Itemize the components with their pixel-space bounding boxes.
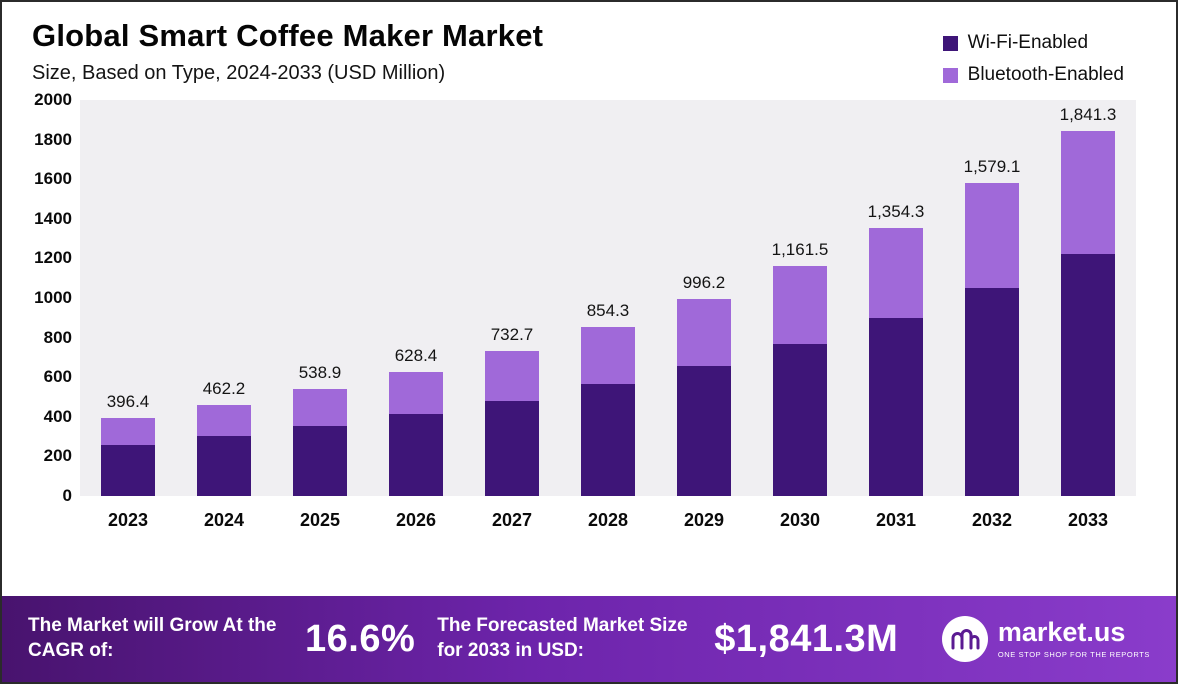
bar-segment-bluetooth <box>293 389 347 426</box>
bar-column-2033: 1,841.3 <box>1040 100 1136 496</box>
brand-text: market.us One Stop Shop For The Reports <box>997 617 1150 660</box>
y-tick-label: 1200 <box>34 248 72 268</box>
bar-total-label: 396.4 <box>106 391 150 411</box>
bar-segment-wifi <box>389 414 443 496</box>
bar-segment-wifi <box>581 384 635 496</box>
y-tick-label: 1800 <box>34 129 72 149</box>
bar-segment-wifi <box>485 400 539 496</box>
bar-segment-bluetooth <box>197 404 251 437</box>
bar-column-2031: 1,354.3 <box>848 100 944 496</box>
bar-column-2032: 1,579.1 <box>944 100 1040 496</box>
legend-label-wifi: Wi-Fi-Enabled <box>967 32 1089 53</box>
y-axis: 0 200 400 600 800 1000 1200 1400 1600 1800 2000 <box>16 90 80 505</box>
brand-name: market.us <box>997 617 1126 647</box>
plot-area: 396.4 462.2 538.9 628.4 732.7 854.3 996.2 1,161… <box>80 100 1136 496</box>
bar-column-2030: 1,161.5 <box>752 100 848 496</box>
bar-segment-bluetooth <box>389 371 443 415</box>
legend-swatch-wifi-icon <box>942 35 958 51</box>
bar-segment-wifi <box>101 444 155 496</box>
legend-item-bluetooth: Bluetooth-Enabled <box>942 64 1124 86</box>
x-tick-label: 2028 <box>587 510 629 530</box>
bar-total-label: 1,579.1 <box>963 157 1021 177</box>
bar-total-label: 854.3 <box>586 300 630 320</box>
x-tick-label: 2032 <box>971 510 1013 530</box>
x-tick-label: 2030 <box>779 510 821 530</box>
bar-column-2026: 628.4 <box>368 100 464 496</box>
x-tick-label: 2024 <box>203 510 245 530</box>
y-tick-label: 200 <box>43 446 72 466</box>
header: Global Smart Coffee Maker Market Size, B… <box>2 2 1176 96</box>
cagr-label: The Market will Grow At the CAGR of: <box>28 615 277 661</box>
x-axis: 2023 2024 2025 2026 2027 2028 2029 2030 2031 2032… <box>80 510 1136 531</box>
bar-column-2025: 538.9 <box>272 100 368 496</box>
bar-total-label: 1,354.3 <box>867 201 925 221</box>
x-tick-label: 2029 <box>683 510 725 530</box>
y-tick-label: 800 <box>43 327 72 347</box>
bar-total-label: 1,841.3 <box>1059 105 1117 125</box>
brand-logo: market.us One Stop Shop For The Reports <box>941 616 1150 662</box>
cagr-value: 16.6% <box>305 617 416 660</box>
bar-segment-wifi <box>773 343 827 496</box>
bar-segment-bluetooth <box>869 227 923 319</box>
bar-segment-bluetooth <box>773 266 827 344</box>
title-block: Global Smart Coffee Maker Market Size, B… <box>32 18 543 85</box>
bar-column-2023: 396.4 <box>80 100 176 496</box>
bar-total-label: 462.2 <box>202 378 246 398</box>
bar-segment-bluetooth <box>965 183 1019 289</box>
chart: 0 200 400 600 800 1000 1200 1400 1600 1800 2000 39… <box>2 90 1176 505</box>
waveform-icon <box>951 629 980 650</box>
y-tick-label: 1400 <box>34 208 72 228</box>
forecast-label: The Forecasted Market Size for 2033 in U… <box>437 615 688 661</box>
bar-segment-wifi <box>677 365 731 496</box>
y-tick-label: 600 <box>43 367 72 387</box>
brand-tagline: One Stop Shop For The Reports <box>997 650 1150 659</box>
y-tick-label: 0 <box>62 486 72 505</box>
footer-banner: The Market will Grow At the CAGR of: 16.… <box>2 596 1176 682</box>
bar-total-label: 538.9 <box>298 363 342 383</box>
legend: Wi-Fi-Enabled Bluetooth-Enabled <box>942 32 1124 96</box>
x-tick-label: 2026 <box>395 510 437 530</box>
bar-segment-wifi <box>869 318 923 496</box>
legend-label-bluetooth: Bluetooth-Enabled <box>967 64 1124 85</box>
y-tick-label: 2000 <box>34 90 72 109</box>
bar-segment-wifi <box>197 436 251 496</box>
bar-column-2024: 462.2 <box>176 100 272 496</box>
bar-segment-bluetooth <box>101 417 155 445</box>
x-tick-label: 2027 <box>491 510 533 530</box>
bar-segment-wifi <box>293 425 347 496</box>
legend-item-wifi: Wi-Fi-Enabled <box>942 32 1124 54</box>
page-title: Global Smart Coffee Maker Market <box>32 18 544 53</box>
bar-segment-bluetooth <box>677 298 731 366</box>
bar-segment-bluetooth <box>581 326 635 385</box>
bar-total-label: 996.2 <box>682 272 726 292</box>
bar-segment-wifi <box>965 288 1019 496</box>
bar-column-2028: 854.3 <box>560 100 656 496</box>
x-tick-label: 2033 <box>1067 510 1109 530</box>
x-tick-label: 2023 <box>107 510 149 530</box>
bar-total-label: 732.7 <box>490 324 534 344</box>
forecast-value: $1,841.3M <box>714 617 899 660</box>
page-subtitle: Size, Based on Type, 2024-2033 (USD Mill… <box>32 62 446 84</box>
y-tick-label: 400 <box>43 406 72 426</box>
bar-total-label: 628.4 <box>394 345 438 365</box>
x-tick-label: 2031 <box>875 510 917 530</box>
bar-column-2029: 996.2 <box>656 100 752 496</box>
y-tick-label: 1600 <box>34 169 72 189</box>
bar-segment-bluetooth <box>485 350 539 401</box>
y-tick-label: 1000 <box>34 288 72 307</box>
bar-column-2027: 732.7 <box>464 100 560 496</box>
legend-swatch-bluetooth-icon <box>942 67 958 83</box>
bar-segment-bluetooth <box>1061 131 1115 255</box>
bar-total-label: 1,161.5 <box>771 240 829 260</box>
bar-segment-wifi <box>1061 254 1115 496</box>
x-tick-label: 2025 <box>299 510 341 530</box>
marketus-logo-icon <box>941 616 988 662</box>
